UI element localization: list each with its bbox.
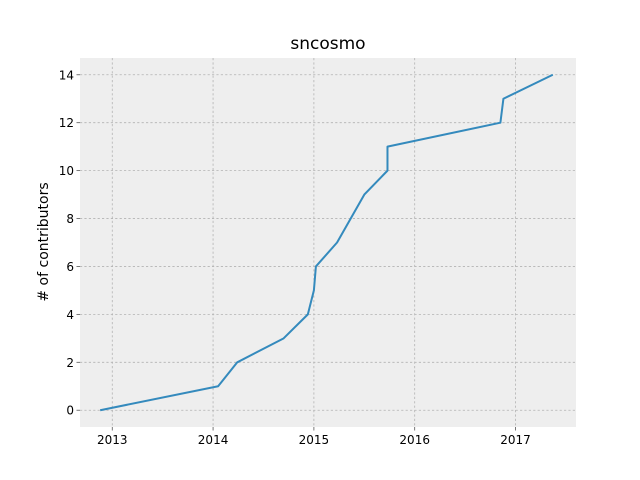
x-tick-label: 2015 [299,433,330,447]
y-tick-label: 14 [59,68,74,82]
series-layer [99,73,554,412]
tick-labels: 2013 2014 2015 2016 2017 0 2 4 6 8 10 12 14 [59,68,531,447]
y-tick-label: 2 [66,356,74,370]
y-tick-label: 0 [66,404,74,418]
y-tick-label: 12 [59,116,74,130]
y-tick-label: 10 [59,164,74,178]
x-tick-label: 2017 [500,433,531,447]
y-tick-label: 8 [66,212,74,226]
y-tick-label: 6 [66,260,74,274]
x-tick-label: 2014 [198,433,229,447]
grid-lines [80,58,576,427]
plot-area [80,58,576,427]
x-tick-label: 2016 [399,433,430,447]
y-axis-title: # of contributors [36,182,52,301]
x-tick-label: 2013 [97,433,128,447]
chart-title: sncosmo [290,34,365,54]
contributors-series-line [99,73,554,412]
y-tick-label: 4 [66,308,74,322]
